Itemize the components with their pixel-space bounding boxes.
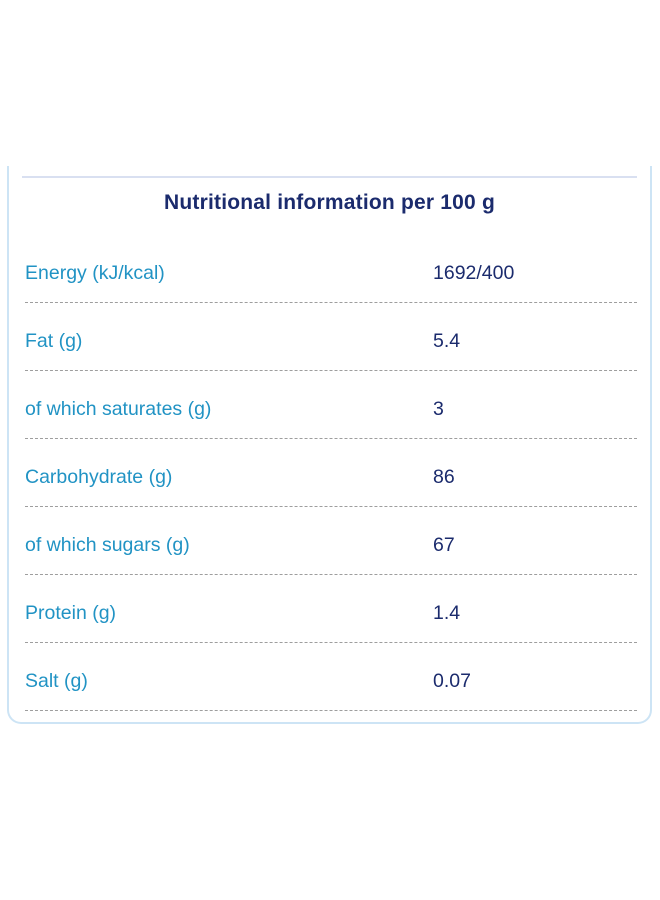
nutrient-value: 86: [433, 466, 455, 488]
nutrient-value: 5.4: [433, 330, 461, 352]
nutrient-label: of which saturates (g): [25, 398, 212, 420]
nutrient-label: Protein (g): [25, 602, 117, 624]
nutrient-value: 1.4: [433, 602, 461, 624]
table-row-carbohydrate: Carbohydrate (g) 86: [25, 439, 637, 507]
nutrition-facts-card: Nutritional information per 100 g Energy…: [7, 166, 652, 724]
nutrient-label: of which sugars (g): [25, 534, 190, 556]
nutrient-value: 0.07: [433, 670, 471, 692]
table-row-energy: Energy (kJ/kcal) 1692/400: [25, 235, 637, 303]
nutrient-label: Fat (g): [25, 330, 83, 352]
nutrient-value: 1692/400: [433, 262, 515, 284]
table-row-protein: Protein (g) 1.4: [25, 575, 637, 643]
nutrient-label: Carbohydrate (g): [25, 466, 173, 488]
nutrient-value: 67: [433, 534, 455, 556]
nutrient-label: Salt (g): [25, 670, 88, 692]
nutrition-rows: Energy (kJ/kcal) 1692/400 Fat (g) 5.4 of…: [9, 235, 650, 711]
table-row-saturates: of which saturates (g) 3: [25, 371, 637, 439]
nutrient-label: Energy (kJ/kcal): [25, 262, 165, 284]
nutrition-table-title: Nutritional information per 100 g: [164, 191, 495, 214]
nutrient-value: 3: [433, 398, 444, 420]
table-row-fat: Fat (g) 5.4: [25, 303, 637, 371]
table-row-sugars: of which sugars (g) 67: [25, 507, 637, 575]
header-divider: [22, 176, 637, 178]
table-row-salt: Salt (g) 0.07: [25, 643, 637, 711]
